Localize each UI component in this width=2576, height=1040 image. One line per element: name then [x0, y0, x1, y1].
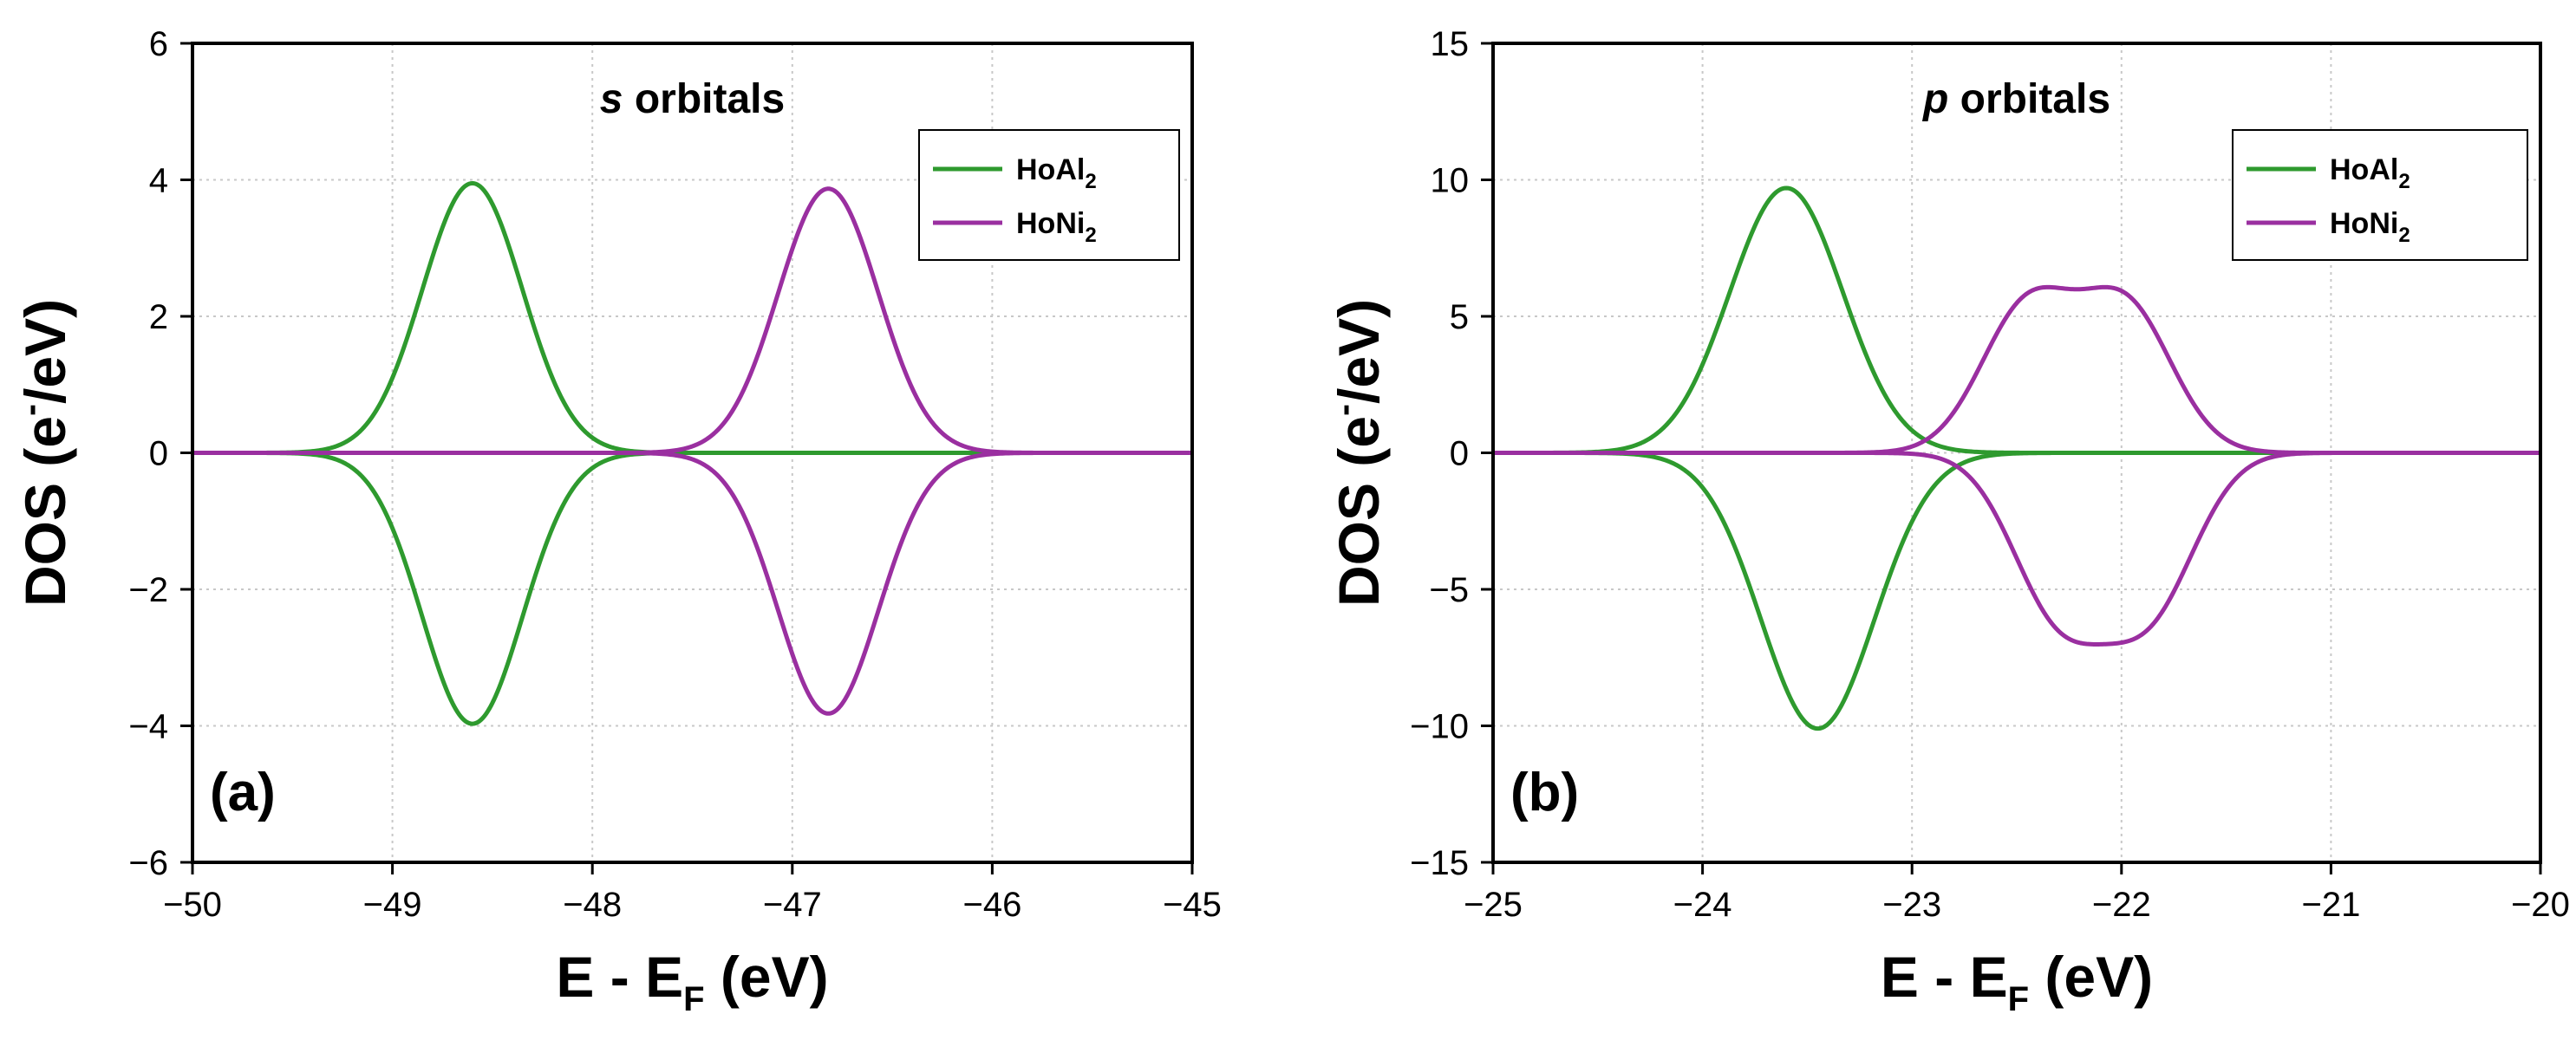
y-tick-label: −4 — [128, 708, 168, 746]
legend-label: HoAl2 — [1016, 153, 1097, 193]
x-tick-label: −49 — [363, 886, 422, 924]
series-line-honi2-spin-up — [1492, 284, 2541, 455]
x-tick-label: −24 — [1673, 886, 1732, 924]
panel-label: (b) — [1510, 763, 1579, 822]
x-tick-label: −20 — [2511, 886, 2570, 924]
x-tick-label: −23 — [1882, 886, 1941, 924]
y-tick-label: 5 — [1450, 298, 1469, 336]
series-line-hoal2-spin-down — [192, 451, 1193, 726]
y-tick-label: 10 — [1431, 162, 1470, 200]
y-axis-title: DOS (e-/eV) — [1323, 299, 1391, 607]
x-tick-label: −45 — [1163, 886, 1222, 924]
y-tick-label: −5 — [1429, 571, 1469, 609]
y-tick-label: 0 — [149, 435, 168, 473]
legend-box — [918, 129, 1180, 261]
y-tick-label: 15 — [1431, 25, 1470, 63]
legend: HoAl2 HoNi2 — [2232, 129, 2528, 261]
panel-title: s orbitals — [600, 76, 785, 122]
y-tick-label: −6 — [128, 844, 168, 882]
x-axis-title: E - EF (eV) — [556, 945, 828, 1018]
chart-panel-a: −50 −49 −48 −47 −46 −45 −6 −4 −2 0 2 4 6 s orbitals (a… — [10, 25, 1222, 1018]
series-line-hoal2-spin-down — [1492, 451, 2541, 731]
x-tick-label: −50 — [163, 886, 222, 924]
chart-panel-b: −25 −24 −23 −22 −21 −20 −15 −10 −5 0 5 10 15 p orbita… — [1323, 25, 2570, 1018]
y-axis-title: DOS (e-/eV) — [10, 299, 77, 607]
panel-title: p orbitals — [1921, 76, 2110, 122]
legend-box — [2232, 129, 2528, 261]
panel-label: (a) — [210, 763, 276, 822]
y-tick-label: −10 — [1410, 708, 1469, 746]
x-tick-label: −46 — [962, 886, 1021, 924]
x-tick-label: −25 — [1464, 886, 1523, 924]
legend: HoAl2 HoNi2 — [918, 129, 1180, 261]
y-tick-label: 0 — [1450, 435, 1469, 473]
legend-label: HoNi2 — [1016, 207, 1097, 247]
y-tick-label: −15 — [1410, 844, 1469, 882]
x-tick-label: −22 — [2092, 886, 2151, 924]
y-tick-label: −2 — [128, 571, 168, 609]
x-tick-label: −47 — [763, 886, 822, 924]
series-line-honi2-spin-down — [1492, 451, 2541, 647]
legend-label: HoNi2 — [2330, 207, 2410, 247]
y-tick-label: 4 — [149, 162, 168, 200]
legend-label: HoAl2 — [2330, 153, 2410, 193]
x-axis-title: E - EF (eV) — [1881, 945, 2153, 1018]
x-tick-label: −21 — [2301, 886, 2360, 924]
y-tick-label: 2 — [149, 298, 168, 336]
y-tick-label: 6 — [149, 25, 168, 63]
x-tick-label: −48 — [563, 886, 622, 924]
series-line-honi2-spin-down — [192, 451, 1193, 716]
